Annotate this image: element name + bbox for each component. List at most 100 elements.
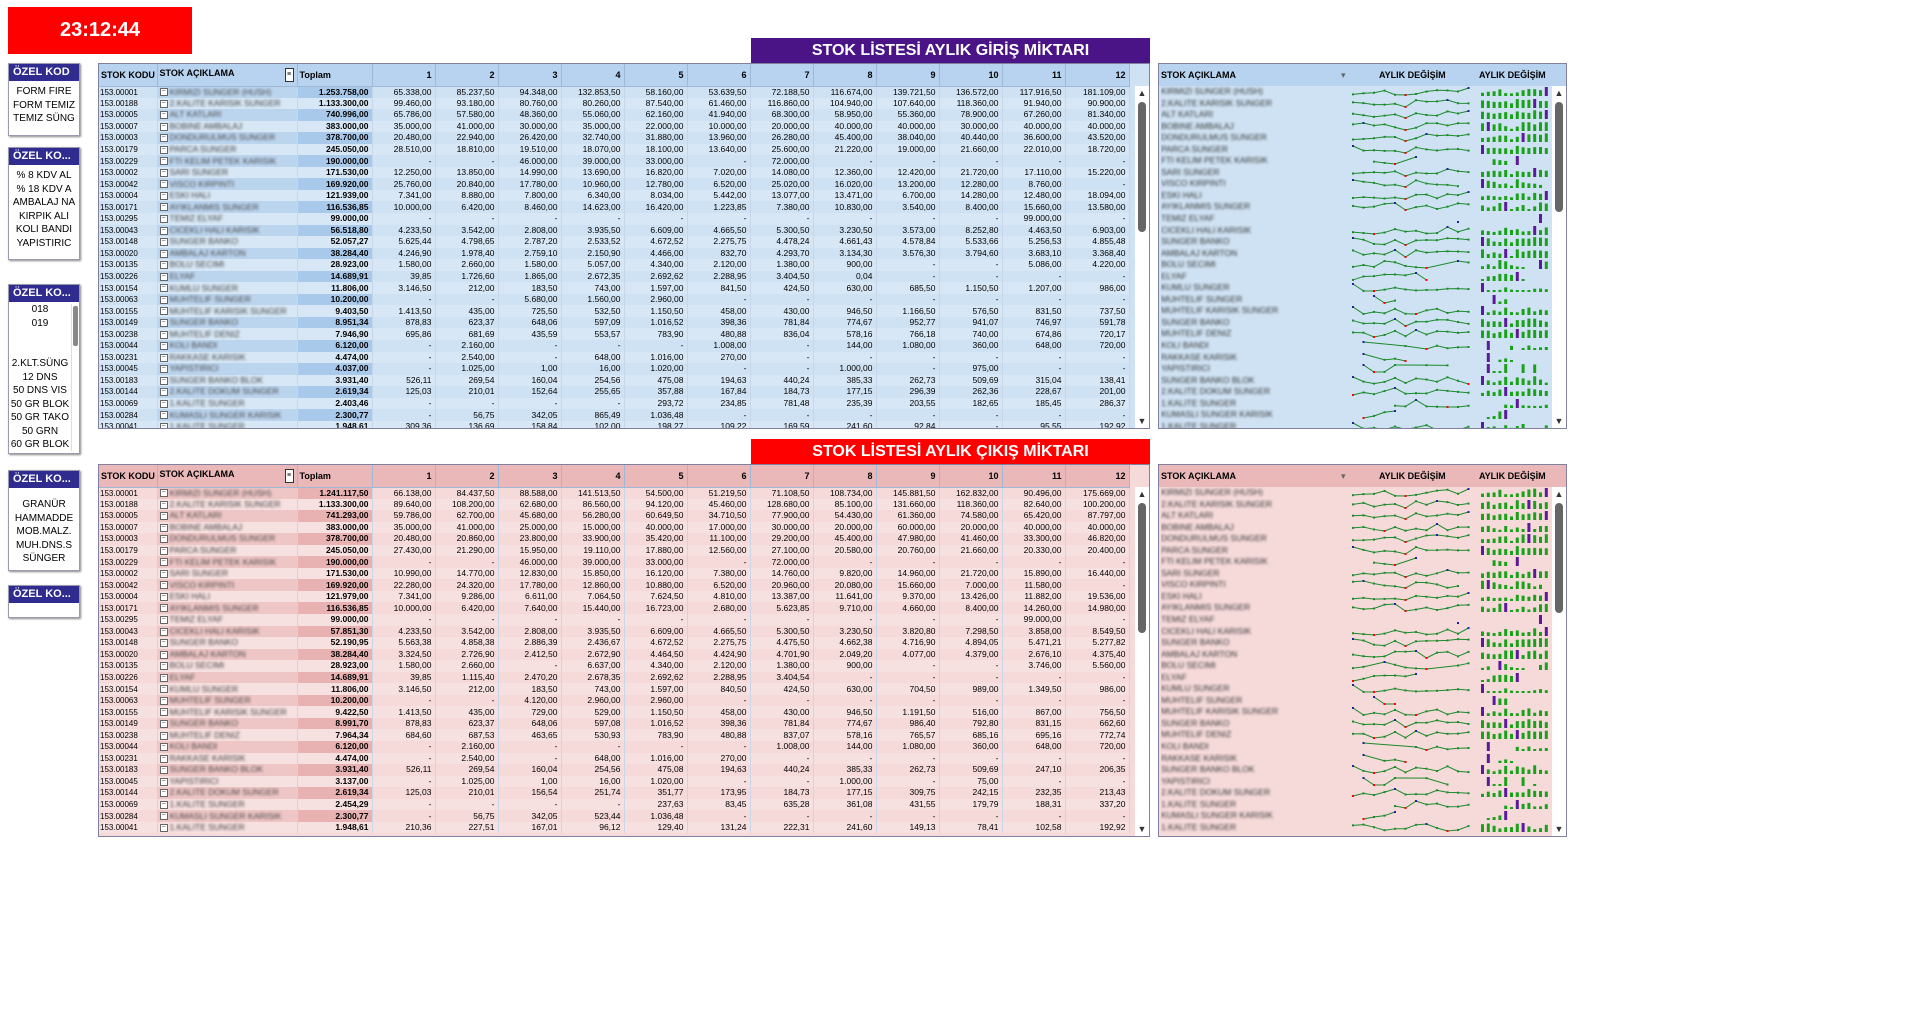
sparkline-row[interactable]: RAKKASE KARISIK (1159, 753, 1554, 765)
sparkline-row[interactable]: KUMLU SUNGER (1159, 282, 1554, 294)
sparkline-row[interactable]: ESKI HALI (1159, 591, 1554, 603)
filter-item[interactable]: 50 GRN (21, 425, 59, 437)
table-row[interactable]: 153.00231− RAKKASE KARISIK 4.474,00-2.540,… (99, 752, 1130, 765)
col-header-total[interactable]: Toplam (297, 465, 373, 488)
table-row[interactable]: 153.00005− ALT KATLARI 740.996,00 65.786,00… (99, 109, 1130, 121)
table-row[interactable]: 153.00148− SUNGER BANKO 52.057,27 5.625,44 4… (99, 236, 1130, 248)
sparkline-panel-cikis[interactable]: STOK AÇIKLAMA ▾ AYLIK DEĞİŞİM AYLIK DEĞİ… (1158, 464, 1567, 837)
collapse-icon[interactable]: − (159, 569, 168, 578)
filter-item[interactable]: SÜNGER (22, 553, 66, 564)
table-row[interactable]: 153.00144−2.KALITE DOKUM SUNGER 2.619,34 1… (99, 386, 1130, 398)
sparkline-row[interactable]: KOLI BANDI (1159, 741, 1554, 753)
table-row[interactable]: 153.00041−1.KALITE SUNGER 1.948,61 309,36 1… (99, 420, 1130, 429)
collapse-icon[interactable]: − (159, 662, 168, 671)
table-scrollbar[interactable]: ▲ ▼ (1135, 487, 1149, 836)
sparkline-row[interactable]: AYIKLANMIS SUNGER (1159, 201, 1554, 213)
filter-item[interactable]: KOLI BANDI (15, 224, 73, 235)
sparkline-row[interactable]: FTI KELIM PETEK KARISIK (1159, 556, 1554, 568)
col-header-month[interactable]: 9 (876, 64, 940, 87)
col-header-month[interactable]: 1 (372, 465, 436, 488)
collapse-icon[interactable]: − (159, 342, 168, 351)
col-header-month[interactable]: 2 (435, 465, 499, 488)
collapse-icon[interactable]: − (159, 203, 168, 212)
table-row[interactable]: 153.00007− BOBINE AMBALAJ 383.000,00 35.000… (99, 521, 1130, 534)
sparkline-row[interactable]: MUHTELIF SUNGER (1159, 294, 1554, 306)
collapse-icon[interactable]: − (159, 812, 168, 821)
collapse-icon[interactable]: − (159, 307, 168, 316)
table-row[interactable]: 153.00045− YAPISTIRICI 3.137,00-1.025,00 1,… (99, 775, 1130, 788)
col-header-month[interactable]: 12 (1065, 465, 1130, 488)
collapse-icon[interactable]: − (159, 743, 168, 752)
sparkline-row[interactable]: FTI KELIM PETEK KARISIK (1159, 155, 1554, 167)
collapse-icon[interactable]: − (159, 581, 168, 590)
sparkline-row[interactable]: SARI SUNGER (1159, 167, 1554, 179)
collapse-icon[interactable]: − (159, 215, 168, 224)
filter-box-ozel-kod-2[interactable]: ÖZEL KO... % 8 KDV AL% 18 KDV A AMBALAJ N… (8, 147, 80, 260)
scroll-up-icon[interactable]: ▲ (1554, 489, 1564, 499)
col-header-month[interactable]: 7 (750, 465, 814, 488)
col-header-month[interactable]: 5 (624, 64, 688, 87)
col-header-month[interactable]: 11 (1002, 465, 1066, 488)
table-row[interactable]: 153.00226− ELYAF 14.689,91 39,85 1.115,40 2.4… (99, 671, 1130, 684)
col-header-month[interactable]: 9 (876, 465, 940, 488)
sparkline-row[interactable]: VISCO KIRPINTI (1159, 178, 1554, 190)
table-row[interactable]: 153.00155− MUHTELIF KARISIK SUNGER 9.403,5… (99, 305, 1130, 317)
sparkline-scrollbar[interactable]: ▲ ▼ (1552, 86, 1566, 428)
col-header-month[interactable]: 1 (372, 64, 436, 87)
col-header-desc[interactable]: STOK AÇIKLAMA ≡ (157, 64, 298, 87)
col-header-desc[interactable]: STOK AÇIKLAMA ≡ (157, 465, 298, 488)
filter-item[interactable] (9, 344, 71, 358)
sparkline-row[interactable]: KIRMIZI SUNGER (HUSH) (1159, 86, 1554, 98)
collapse-icon[interactable]: − (159, 88, 168, 97)
collapse-icon[interactable]: − (159, 284, 168, 293)
collapse-icon[interactable]: − (159, 365, 168, 374)
table-giris[interactable]: STOK KODU STOK AÇIKLAMA ≡ Toplam 1 2 3 4 5 6 7 8 9 10… (98, 63, 1150, 429)
collapse-icon[interactable]: − (159, 523, 168, 532)
table-row[interactable]: 153.00295− TEMIZ ELYAF 99.000,00- - - - - - - - - -… (99, 614, 1130, 626)
scroll-down-icon[interactable]: ▼ (1137, 824, 1147, 834)
table-row[interactable]: 153.00045− YAPISTIRICI 4.037,00-1.025,00 1,… (99, 363, 1130, 375)
scrollbar-thumb[interactable] (1555, 503, 1563, 613)
sparkline-scrollbar[interactable]: ▲ ▼ (1552, 487, 1566, 836)
sparkline-row[interactable]: KUMASLI SUNGER KARISIK (1159, 409, 1554, 421)
sparkline-row[interactable]: SUNGER BANKO BLOK (1159, 375, 1554, 387)
sparkline-row[interactable]: SUNGER BANKO (1159, 236, 1554, 248)
collapse-icon[interactable]: − (159, 353, 168, 362)
collapse-icon[interactable]: − (159, 719, 168, 728)
sparkline-row[interactable]: MUHTELIF SUNGER (1159, 695, 1554, 707)
collapse-icon[interactable]: − (159, 673, 168, 682)
table-row[interactable]: 153.00179− PARCA SUNGER 245.050,00 27.430,0… (99, 544, 1130, 557)
table-row[interactable]: 153.00149− SUNGER BANKO 8.991,70 878,83 623,… (99, 717, 1130, 730)
sparkline-row[interactable]: BOBINE AMBALAJ (1159, 121, 1554, 133)
table-row[interactable]: 153.00002− SARI SUNGER 171.530,00 10.990,00… (99, 567, 1130, 580)
table-row[interactable]: 153.00020− AMBALAJ KARTON 38.284,40 4.246,9… (99, 247, 1130, 260)
col-header-month[interactable]: 4 (561, 465, 625, 488)
collapse-icon[interactable]: − (159, 145, 168, 154)
filter-item[interactable]: 50 GR TAKO (11, 412, 69, 423)
table-row[interactable]: 153.00183− SUNGER BANKO BLOK 3.931,40 526,1… (99, 374, 1130, 387)
collapse-icon[interactable]: − (159, 616, 168, 625)
table-row[interactable]: 153.00295− TEMIZ ELYAF 99.000,00- - - - - - - - - -… (99, 213, 1130, 225)
table-row[interactable]: 153.00044− KOLI BANDI 6.120,00-2.160,00- - -… (99, 340, 1130, 352)
collapse-icon[interactable]: − (159, 422, 168, 429)
table-row[interactable]: 153.00188−2.KALITE KARISIK SUNGER 1.133.3… (99, 97, 1130, 110)
sparkline-row[interactable]: 2.KALITE KARISIK SUNGER (1159, 98, 1554, 110)
scrollbar-thumb[interactable] (73, 306, 78, 346)
collapse-icon[interactable]: − (159, 685, 168, 694)
table-row[interactable]: 153.00020− AMBALAJ KARTON 38.284,40 3.324,5… (99, 648, 1130, 661)
column-menu-icon[interactable]: ≡ (284, 468, 294, 483)
filter-item[interactable]: HAMMADDE (14, 512, 74, 524)
table-row[interactable]: 153.00135− BOLU SECIMI 28.923,00 1.580,00 2.… (99, 660, 1130, 672)
col-header-month[interactable]: 8 (813, 64, 877, 87)
sparkline-row[interactable]: SUNGER BANKO (1159, 637, 1554, 649)
scroll-up-icon[interactable]: ▲ (1137, 88, 1147, 98)
collapse-icon[interactable]: − (159, 604, 168, 613)
scroll-down-icon[interactable]: ▼ (1554, 416, 1564, 426)
col-header-code[interactable]: STOK KODU (99, 64, 158, 87)
filter-item[interactable]: 60 GR BLOK (10, 439, 70, 450)
filter-item[interactable] (9, 330, 71, 344)
table-row[interactable]: 153.00005− ALT KATLARI 741.293,00 59.786,00… (99, 510, 1130, 522)
filter-item[interactable]: 12 DNS (22, 371, 58, 383)
collapse-icon[interactable]: − (159, 318, 168, 327)
table-row[interactable]: 153.00001− KIRMIZI SUNGER (HUSH) 1.241.117… (99, 487, 1130, 499)
